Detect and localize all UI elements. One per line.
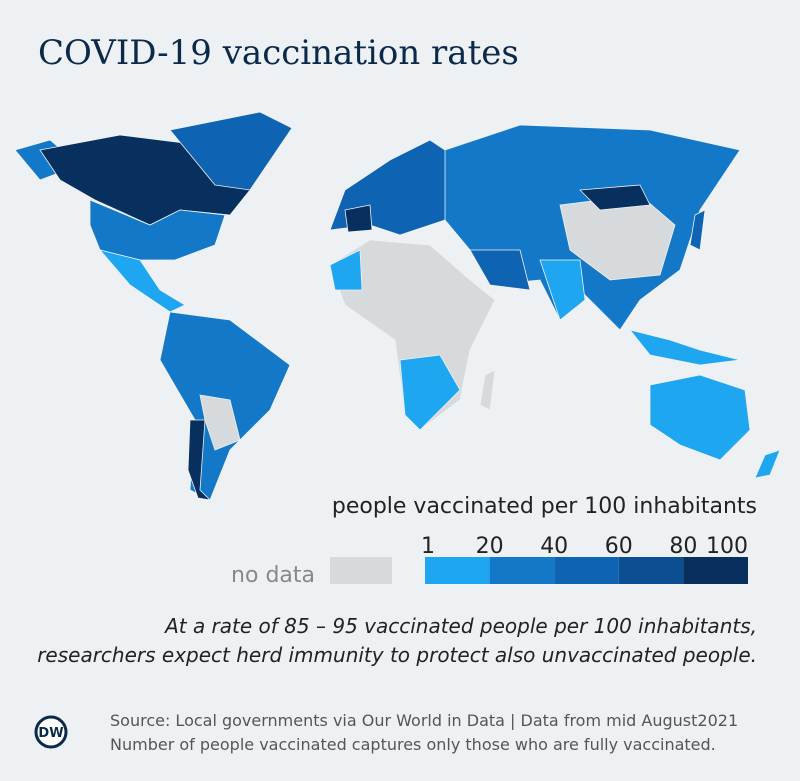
legend-tick: 1 (421, 534, 435, 559)
note-line: researchers expect herd immunity to prot… (37, 643, 757, 667)
no-data-swatch (330, 557, 392, 584)
australia (649, 374, 751, 461)
note-line: At a rate of 85 – 95 vaccinated people p… (163, 614, 757, 638)
no-data-label: no data (231, 563, 315, 588)
central-america (98, 249, 186, 313)
legend-tick: 80 (669, 534, 697, 559)
middle-east (469, 249, 531, 291)
india (539, 259, 586, 321)
logo-circle (34, 715, 68, 749)
legend-tick: 100 (706, 534, 748, 559)
legend-bin (489, 557, 555, 584)
mongolia (579, 184, 651, 211)
source-line: Number of people vaccinated captures onl… (110, 735, 716, 754)
chile (187, 419, 212, 501)
legend-tick: 20 (476, 534, 504, 559)
legend-bin (554, 557, 619, 584)
iberia (344, 204, 373, 233)
japan (689, 209, 706, 251)
southern-africa (399, 354, 461, 431)
paraguay (199, 394, 241, 451)
usa (89, 199, 226, 261)
title: COVID-19 vaccination rates (38, 33, 519, 73)
legend-tick: 60 (605, 534, 633, 559)
legend-bin (683, 557, 748, 584)
legend-bin (618, 557, 684, 584)
morocco (329, 249, 363, 291)
legend-bin (425, 557, 490, 584)
indonesia (628, 329, 741, 366)
legend-title: people vaccinated per 100 inhabitants (332, 494, 757, 519)
legend: 1 20 40 60 80 100 (330, 534, 748, 584)
logo: DW (38, 726, 63, 741)
world-map (14, 111, 781, 501)
madagascar (479, 369, 496, 411)
legend-tick: 40 (540, 534, 568, 559)
greenland (169, 111, 293, 191)
new-zealand (754, 449, 781, 479)
source-line: Source: Local governments via Our World … (110, 711, 738, 730)
